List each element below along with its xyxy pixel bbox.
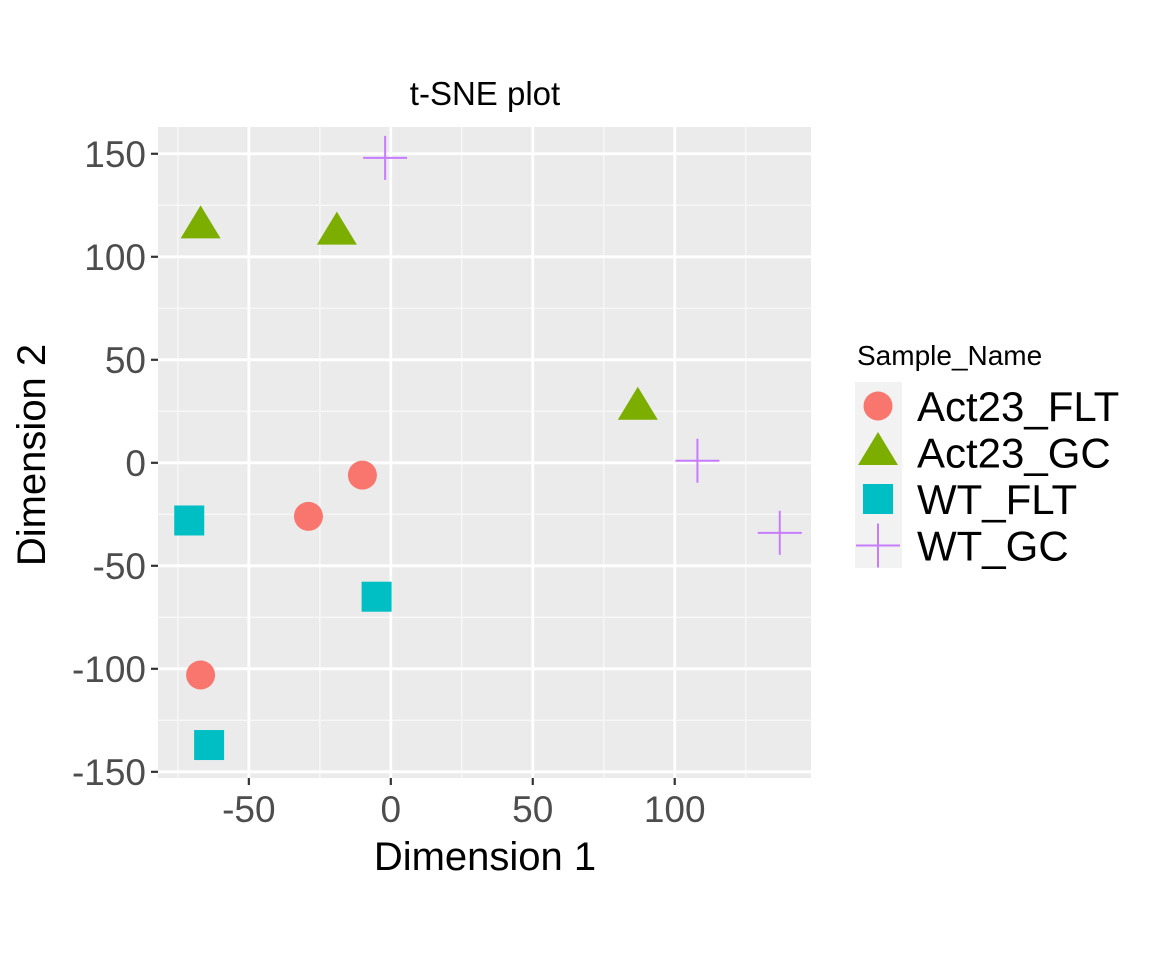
minor-gridlines [158, 127, 811, 778]
y-tick-label: 100 [84, 237, 146, 278]
point-wt-flt [174, 505, 205, 536]
legend-key-act23-gc [858, 432, 898, 466]
point-act23-flt [293, 501, 323, 531]
y-tick-label: -50 [93, 546, 146, 587]
point-wt-flt [361, 581, 392, 612]
y-tick-label: 150 [84, 134, 146, 175]
legend-label: Act23_FLT [917, 383, 1119, 430]
point-wt-flt [194, 730, 225, 761]
chart-title: t-SNE plot [410, 75, 560, 112]
legend-key-wt-gc [856, 523, 900, 568]
y-axis: 150 100 50 0 -50 -100 -150 [72, 134, 158, 793]
point-act23-flt [186, 660, 216, 690]
legend-title: Sample_Name [857, 340, 1042, 371]
point-act23-flt [347, 460, 377, 490]
legend-label: WT_FLT [917, 476, 1077, 523]
major-gridlines [158, 127, 811, 778]
legend-key-wt-flt [863, 484, 893, 514]
legend-label: Act23_GC [917, 430, 1111, 477]
x-tick-label: -50 [222, 789, 275, 830]
x-tick-label: 50 [512, 789, 553, 830]
y-tick-label: 0 [125, 443, 146, 484]
legend-label: WT_GC [917, 523, 1069, 570]
y-tick-label: -100 [72, 649, 146, 690]
x-axis-title: Dimension 1 [374, 835, 596, 879]
x-tick-label: 0 [381, 789, 402, 830]
x-axis: -50 0 50 100 [222, 778, 706, 830]
point-wt-gc [363, 135, 408, 180]
y-tick-label: 50 [105, 340, 146, 381]
y-axis-title: Dimension 2 [10, 344, 54, 566]
point-act23-gc [617, 386, 658, 420]
point-act23-gc [316, 211, 357, 245]
point-act23-gc [180, 205, 221, 239]
point-wt-gc [757, 510, 802, 555]
data-points [174, 135, 802, 761]
plot-panel [158, 127, 811, 778]
x-tick-label: 100 [644, 789, 706, 830]
point-wt-gc [675, 438, 720, 483]
y-tick-label: -150 [72, 752, 146, 793]
legend-key-act23-flt [863, 391, 893, 421]
